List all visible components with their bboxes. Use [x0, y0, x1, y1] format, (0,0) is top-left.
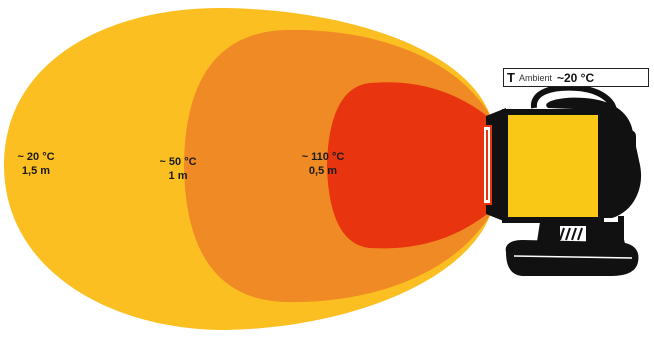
ambient-temperature-box: T Ambient ~20 °C — [503, 68, 649, 87]
ambient-label: Ambient — [519, 73, 552, 83]
thermometer-t-icon: T — [507, 70, 515, 85]
zone-outer-temperature: ~ 20 °C — [10, 150, 62, 164]
ambient-temperature: ~20 °C — [557, 71, 594, 85]
zone-middle-temperature: ~ 50 °C — [150, 155, 206, 169]
zone-outer-label: ~ 20 °C 1,5 m — [10, 150, 62, 178]
zone-outer-distance: 1,5 m — [10, 164, 62, 178]
zone-inner-distance: 0,5 m — [290, 164, 356, 178]
zone-middle-label: ~ 50 °C 1 m — [150, 155, 206, 183]
zone-inner-label: ~ 110 °C 0,5 m — [290, 150, 356, 178]
zone-middle-distance: 1 m — [150, 169, 206, 183]
infrared-heater-icon — [483, 88, 641, 276]
zone-inner-temperature: ~ 110 °C — [290, 150, 356, 164]
